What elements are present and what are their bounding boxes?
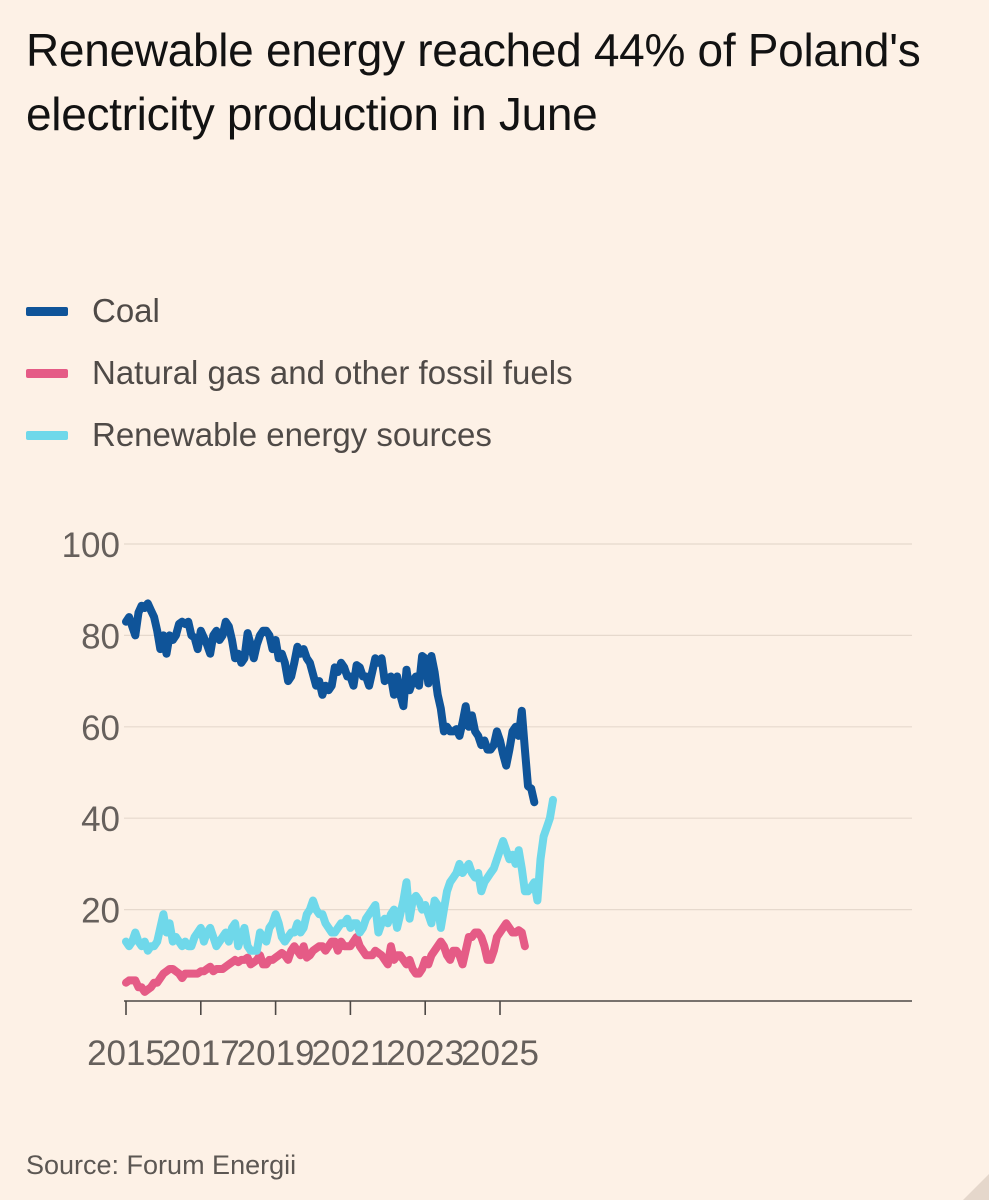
legend-item-renewables: Renewable energy sources bbox=[26, 404, 573, 466]
legend-label-gas: Natural gas and other fossil fuels bbox=[92, 354, 573, 391]
x-tick-label-2023: 2023 bbox=[386, 1034, 464, 1073]
y-tick-label-20: 20 bbox=[81, 892, 120, 931]
legend-label-coal: Coal bbox=[92, 292, 160, 329]
y-tick-label-60: 60 bbox=[81, 709, 120, 748]
x-tick-label-2019: 2019 bbox=[237, 1034, 315, 1073]
x-tick-label-2017: 2017 bbox=[162, 1034, 240, 1073]
x-tick-label-2015: 2015 bbox=[87, 1034, 165, 1073]
legend-label-renewables: Renewable energy sources bbox=[92, 416, 492, 453]
series-line-gas bbox=[122, 919, 529, 996]
series-line-coal bbox=[122, 599, 539, 807]
legend-item-coal: Coal bbox=[26, 280, 573, 342]
page-corner-fold bbox=[963, 1174, 989, 1200]
series-line-renewables bbox=[122, 795, 557, 955]
y-tick-label-100: 100 bbox=[62, 526, 120, 565]
y-tick-label-80: 80 bbox=[81, 617, 120, 656]
y-tick-label-40: 40 bbox=[81, 800, 120, 839]
legend-swatch-renewables bbox=[26, 430, 68, 440]
legend-swatch-coal bbox=[26, 306, 68, 316]
source-note: Source: Forum Energii bbox=[26, 1150, 297, 1180]
x-tick-label-2025: 2025 bbox=[461, 1034, 539, 1073]
legend: Coal Natural gas and other fossil fuels … bbox=[26, 280, 573, 466]
chart-title: Renewable energy reached 44% of Poland's… bbox=[26, 24, 921, 140]
x-tick-label-2021: 2021 bbox=[311, 1034, 389, 1073]
legend-item-gas: Natural gas and other fossil fuels bbox=[26, 342, 573, 404]
legend-swatch-gas bbox=[26, 368, 68, 378]
